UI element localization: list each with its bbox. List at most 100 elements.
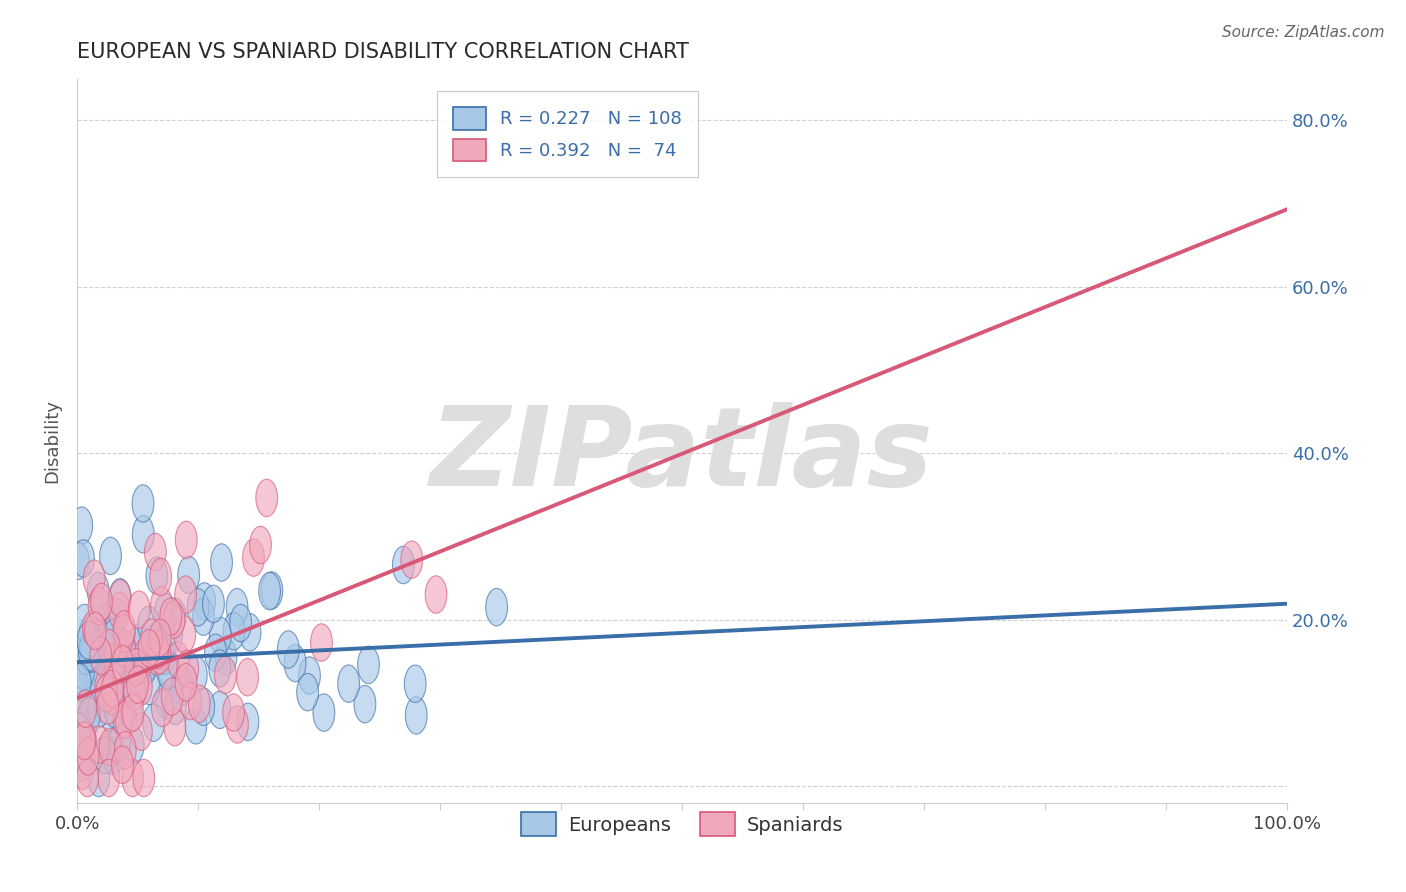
Ellipse shape bbox=[165, 598, 186, 635]
Ellipse shape bbox=[100, 694, 121, 731]
Ellipse shape bbox=[121, 665, 143, 702]
Ellipse shape bbox=[70, 507, 93, 544]
Ellipse shape bbox=[70, 744, 93, 781]
Ellipse shape bbox=[103, 619, 125, 657]
Ellipse shape bbox=[104, 643, 127, 681]
Ellipse shape bbox=[425, 576, 447, 614]
Ellipse shape bbox=[87, 759, 110, 797]
Ellipse shape bbox=[354, 685, 375, 723]
Ellipse shape bbox=[72, 752, 93, 789]
Ellipse shape bbox=[90, 633, 111, 671]
Legend: Europeans, Spaniards: Europeans, Spaniards bbox=[513, 805, 851, 844]
Ellipse shape bbox=[103, 661, 124, 698]
Ellipse shape bbox=[69, 713, 90, 750]
Ellipse shape bbox=[111, 693, 134, 731]
Ellipse shape bbox=[160, 598, 181, 635]
Ellipse shape bbox=[174, 576, 197, 614]
Ellipse shape bbox=[98, 759, 120, 797]
Ellipse shape bbox=[101, 670, 124, 707]
Ellipse shape bbox=[284, 644, 307, 681]
Ellipse shape bbox=[193, 598, 214, 635]
Text: EUROPEAN VS SPANIARD DISABILITY CORRELATION CHART: EUROPEAN VS SPANIARD DISABILITY CORRELAT… bbox=[77, 42, 689, 62]
Ellipse shape bbox=[138, 607, 160, 644]
Text: ZIPatlas: ZIPatlas bbox=[430, 401, 934, 508]
Ellipse shape bbox=[160, 615, 183, 653]
Ellipse shape bbox=[141, 619, 163, 657]
Ellipse shape bbox=[73, 652, 94, 690]
Ellipse shape bbox=[94, 669, 117, 706]
Ellipse shape bbox=[80, 626, 103, 664]
Ellipse shape bbox=[132, 516, 155, 553]
Ellipse shape bbox=[112, 701, 135, 739]
Ellipse shape bbox=[155, 622, 176, 659]
Ellipse shape bbox=[69, 664, 91, 701]
Ellipse shape bbox=[79, 615, 101, 653]
Ellipse shape bbox=[83, 560, 105, 598]
Ellipse shape bbox=[114, 630, 136, 667]
Ellipse shape bbox=[76, 703, 98, 740]
Ellipse shape bbox=[146, 557, 167, 594]
Ellipse shape bbox=[86, 621, 108, 658]
Ellipse shape bbox=[155, 593, 176, 631]
Ellipse shape bbox=[311, 624, 332, 661]
Ellipse shape bbox=[156, 652, 179, 690]
Ellipse shape bbox=[79, 633, 100, 671]
Ellipse shape bbox=[127, 666, 149, 704]
Ellipse shape bbox=[101, 730, 124, 767]
Ellipse shape bbox=[187, 589, 209, 626]
Ellipse shape bbox=[86, 648, 107, 686]
Ellipse shape bbox=[86, 663, 108, 700]
Ellipse shape bbox=[152, 690, 173, 727]
Ellipse shape bbox=[75, 690, 97, 728]
Ellipse shape bbox=[357, 646, 380, 683]
Ellipse shape bbox=[167, 641, 188, 679]
Ellipse shape bbox=[297, 673, 319, 711]
Ellipse shape bbox=[224, 613, 245, 650]
Ellipse shape bbox=[77, 738, 98, 775]
Ellipse shape bbox=[101, 677, 124, 714]
Ellipse shape bbox=[89, 726, 110, 764]
Ellipse shape bbox=[87, 573, 110, 610]
Ellipse shape bbox=[73, 723, 96, 760]
Ellipse shape bbox=[69, 708, 91, 746]
Ellipse shape bbox=[405, 665, 426, 703]
Ellipse shape bbox=[250, 526, 271, 564]
Ellipse shape bbox=[176, 521, 197, 558]
Ellipse shape bbox=[108, 723, 131, 761]
Ellipse shape bbox=[128, 624, 150, 661]
Ellipse shape bbox=[124, 673, 146, 710]
Ellipse shape bbox=[108, 592, 131, 630]
Ellipse shape bbox=[215, 657, 236, 694]
Ellipse shape bbox=[405, 697, 427, 734]
Ellipse shape bbox=[97, 687, 118, 724]
Ellipse shape bbox=[392, 546, 415, 583]
Ellipse shape bbox=[84, 632, 105, 669]
Ellipse shape bbox=[94, 736, 115, 773]
Ellipse shape bbox=[153, 638, 174, 675]
Ellipse shape bbox=[180, 682, 201, 720]
Ellipse shape bbox=[100, 537, 121, 574]
Ellipse shape bbox=[110, 636, 132, 673]
Ellipse shape bbox=[136, 644, 157, 681]
Ellipse shape bbox=[138, 667, 160, 705]
Ellipse shape bbox=[111, 746, 134, 783]
Ellipse shape bbox=[125, 629, 146, 666]
Ellipse shape bbox=[188, 685, 209, 723]
Ellipse shape bbox=[174, 615, 195, 653]
Ellipse shape bbox=[209, 691, 231, 729]
Ellipse shape bbox=[83, 610, 104, 648]
Ellipse shape bbox=[73, 540, 94, 577]
Ellipse shape bbox=[155, 681, 177, 719]
Ellipse shape bbox=[298, 657, 321, 694]
Ellipse shape bbox=[205, 634, 226, 672]
Ellipse shape bbox=[157, 649, 180, 687]
Ellipse shape bbox=[114, 731, 136, 769]
Ellipse shape bbox=[122, 759, 143, 797]
Ellipse shape bbox=[83, 619, 104, 657]
Ellipse shape bbox=[401, 541, 423, 578]
Ellipse shape bbox=[132, 484, 153, 522]
Ellipse shape bbox=[222, 694, 245, 731]
Ellipse shape bbox=[176, 664, 197, 701]
Ellipse shape bbox=[149, 619, 172, 657]
Ellipse shape bbox=[75, 637, 97, 674]
